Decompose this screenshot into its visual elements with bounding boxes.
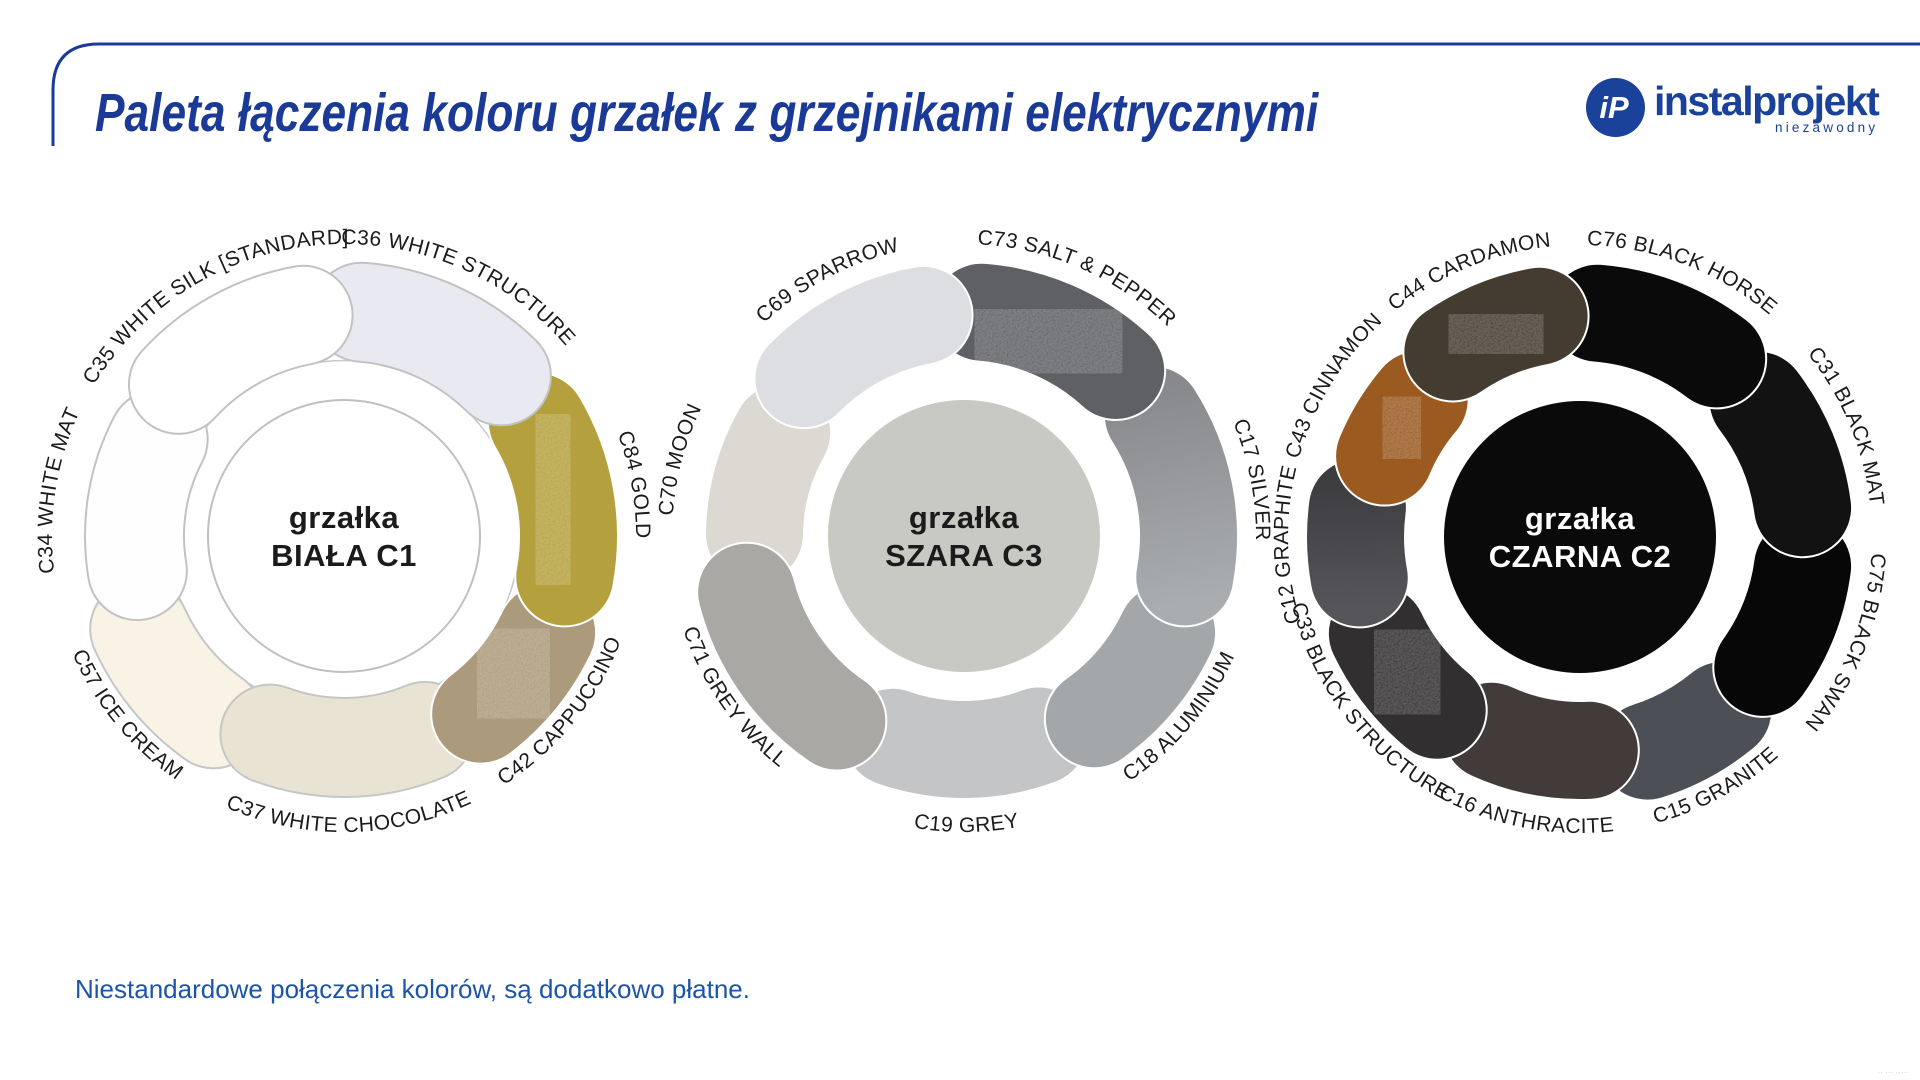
center-disc-biala-c1 bbox=[207, 399, 481, 673]
logo-text: instalprojekt niezawodny bbox=[1654, 78, 1880, 135]
wheel-biala-c1: C35 WHITE SILK [STANDARD]C36 WHITE STRUC… bbox=[34, 226, 654, 837]
segment-label-c70: C70 MOON bbox=[655, 400, 707, 516]
segment-label-c12: C12 GRAPHITE bbox=[1270, 463, 1305, 626]
center-label-biala-c1: grzałka BIAŁA C1 bbox=[271, 500, 417, 573]
brand-logo: iP instalprojekt niezawodny bbox=[1586, 78, 1880, 137]
segment-label-c19: C19 GREY bbox=[913, 809, 1021, 837]
segment-label-c34: C34 WHITE MAT bbox=[34, 404, 85, 575]
segment-label-c84: C84 GOLD bbox=[613, 428, 654, 539]
center-label-czarna-c2: grzałka CZARNA C2 bbox=[1489, 501, 1671, 574]
segment-c34-white-mat bbox=[86, 390, 207, 620]
segment-texture-c42 bbox=[432, 584, 596, 763]
pricing-note: Niestandardowe połączenia kolorów, są do… bbox=[75, 974, 750, 1004]
logo-tagline: niezawodny bbox=[1774, 120, 1879, 135]
logo-monogram-icon: iP bbox=[1586, 78, 1645, 137]
segment-c17-silver bbox=[1104, 366, 1237, 626]
segment-c75-black-swan bbox=[1714, 517, 1852, 716]
segment-c37-white-chocolate bbox=[221, 682, 474, 796]
center-disc-szara-c3 bbox=[828, 400, 1100, 672]
segment-c15-granite bbox=[1599, 661, 1772, 800]
segment-c12-graphite bbox=[1307, 459, 1408, 627]
segment-c36-white-structure bbox=[313, 263, 550, 425]
center-disc-czarna-c2 bbox=[1444, 401, 1716, 673]
logo-brand-name: instalprojekt bbox=[1654, 78, 1880, 124]
segment-texture-c73 bbox=[933, 263, 1165, 419]
segment-c71-grey-wall bbox=[698, 543, 886, 770]
segment-c18-aluminium bbox=[1045, 584, 1216, 768]
header-corner-rule bbox=[51, 42, 1920, 146]
segment-c31-black-mat bbox=[1709, 351, 1852, 557]
color-wheels: C35 WHITE SILK [STANDARD]C36 WHITE STRUC… bbox=[34, 226, 1889, 838]
segment-c76-black-horse bbox=[1549, 264, 1766, 408]
segment-texture-c84 bbox=[488, 373, 617, 626]
segment-c19-grey bbox=[844, 687, 1088, 798]
segment-c69-sparrow bbox=[755, 266, 972, 428]
segment-c57-ice-cream bbox=[91, 580, 263, 768]
footer-micro-text: ·· ··· ····· bbox=[1878, 1070, 1910, 1076]
center-label-szara-c3: grzałka SZARA C3 bbox=[885, 500, 1043, 573]
segment-texture-c43 bbox=[1336, 351, 1468, 505]
segment-c16-anthracite bbox=[1442, 682, 1638, 799]
page-title: Paleta łączenia koloru grzałek z grzejni… bbox=[95, 83, 1319, 143]
segment-texture-c33 bbox=[1328, 585, 1486, 759]
segment-c70-moon bbox=[706, 384, 831, 583]
segment-c35-white-silk-standard bbox=[129, 266, 352, 433]
segment-texture-c44 bbox=[1404, 267, 1588, 401]
